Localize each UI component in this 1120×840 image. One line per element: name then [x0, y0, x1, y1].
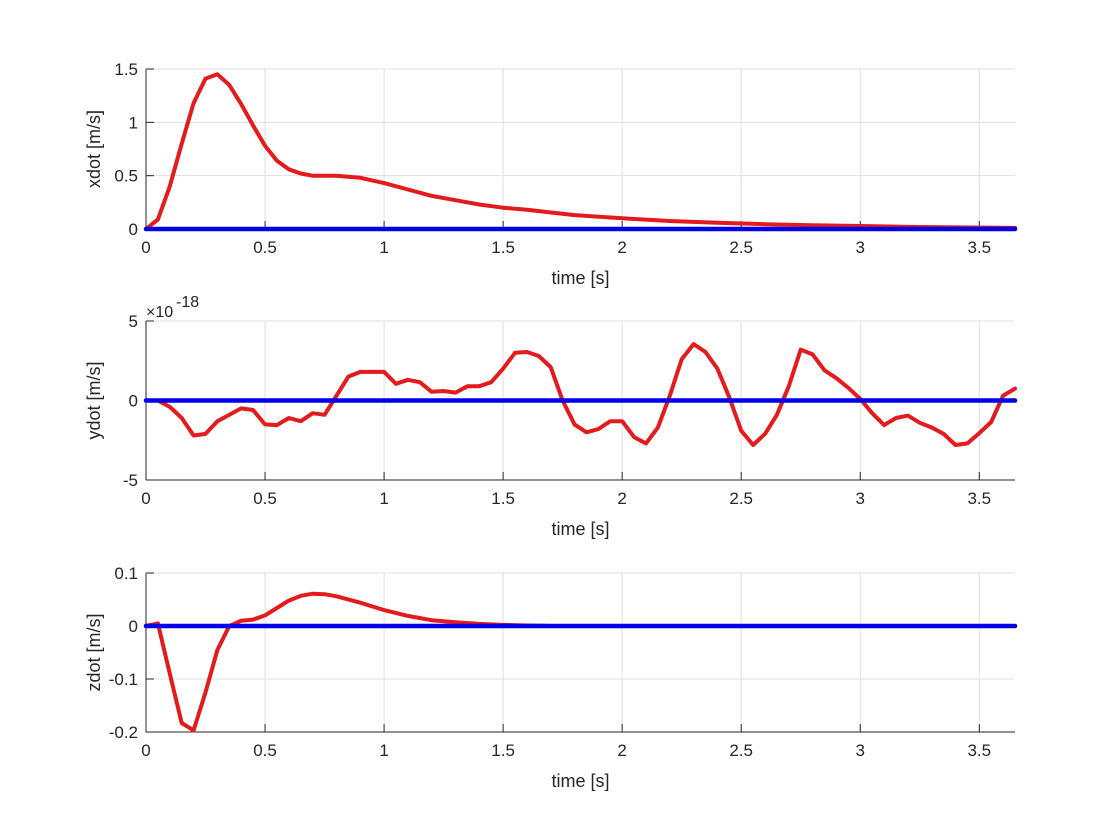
x-tick-label: 3.5: [967, 489, 991, 508]
x-tick-label: 2: [617, 238, 626, 257]
x-tick-label: 2: [617, 489, 626, 508]
series-line-response: [144, 72, 1017, 231]
y-tick-label: -5: [123, 471, 138, 490]
y-tick-label: 0.5: [114, 167, 138, 186]
x-tick-label: 2.5: [729, 741, 753, 760]
y-tick-label: 0: [129, 617, 138, 636]
x-tick-label: 1: [379, 741, 388, 760]
x-tick-label: 1.5: [491, 741, 515, 760]
y-tick-label: -0.1: [109, 670, 138, 689]
x-axis-label: time [s]: [551, 771, 609, 791]
y-tick-label: 1.5: [114, 60, 138, 79]
x-tick-label: 1.5: [491, 489, 515, 508]
x-tick-label: 0: [141, 238, 150, 257]
x-axis-label: time [s]: [551, 519, 609, 539]
x-tick-label: 1.5: [491, 238, 515, 257]
y-tick-label: 0: [129, 392, 138, 411]
y-exponent-label: ×10: [146, 304, 173, 321]
y-axis-label: zdot [m/s]: [84, 613, 104, 691]
x-tick-label: 3: [856, 741, 865, 760]
x-tick-label: 3.5: [967, 238, 991, 257]
y-tick-label: 0.1: [114, 564, 138, 583]
x-tick-label: 0.5: [253, 489, 277, 508]
y-axis-label: ydot [m/s]: [84, 361, 104, 439]
x-axis-label: time [s]: [551, 268, 609, 288]
series-line-response: [144, 591, 1017, 733]
y-exponent-power: -18: [176, 294, 199, 311]
y-axis-label: xdot [m/s]: [84, 110, 104, 188]
x-tick-label: 1: [379, 238, 388, 257]
x-tick-label: 2: [617, 741, 626, 760]
x-tick-label: 3.5: [967, 741, 991, 760]
series-line-response: [144, 342, 1017, 447]
y-tick-label: 5: [129, 312, 138, 331]
x-tick-label: 0.5: [253, 238, 277, 257]
subplot-1: 0 0.5 1 1.5 2 2.5 3 3.5 0 0.5 1 1.5 time [s] xdot [m/…: [84, 60, 1018, 288]
x-tick-label: 1: [379, 489, 388, 508]
x-tick-label: 2.5: [729, 489, 753, 508]
x-tick-label: 0: [141, 489, 150, 508]
y-tick-label: 1: [129, 113, 138, 132]
y-tick-label: -0.2: [109, 723, 138, 742]
subplot-3: 0 0.5 1 1.5 2 2.5 3 3.5 -0.2 -0.1 0 0.1 time [s] zdot…: [84, 564, 1018, 791]
x-tick-label: 2.5: [729, 238, 753, 257]
y-tick-label: 0: [129, 220, 138, 239]
x-tick-label: 3: [856, 238, 865, 257]
x-tick-label: 0.5: [253, 741, 277, 760]
x-tick-label: 3: [856, 489, 865, 508]
x-tick-label: 0: [141, 741, 150, 760]
